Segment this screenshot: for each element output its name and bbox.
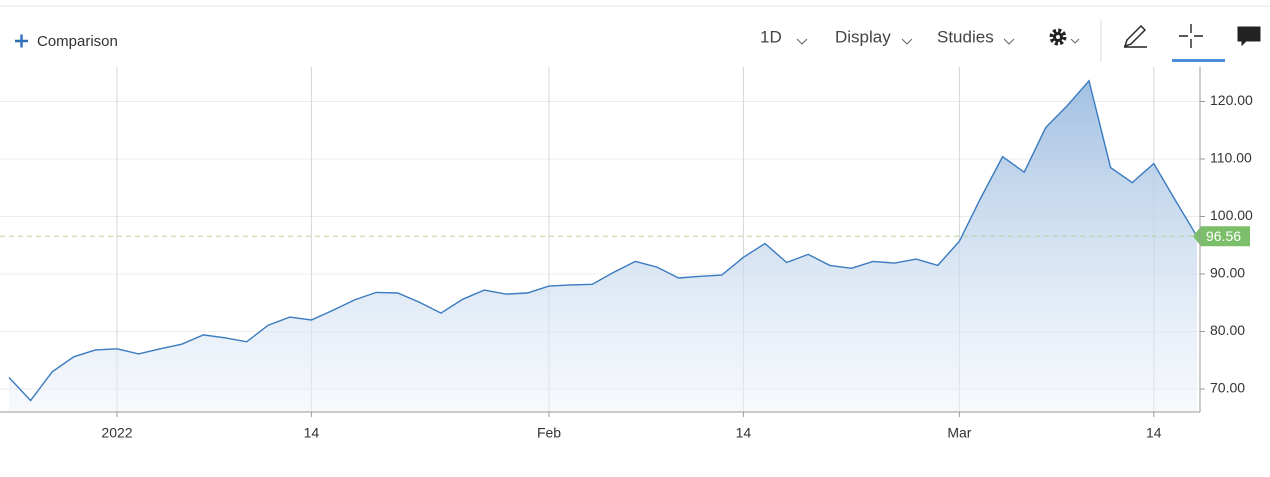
crosshair-button[interactable]: [1179, 24, 1203, 48]
y-tick-label: 70.00: [1210, 380, 1245, 396]
price-line: [8, 79, 1198, 402]
interval-label: 1D: [760, 27, 782, 46]
interval-button[interactable]: 1D: [760, 27, 808, 46]
y-tick-label: 90.00: [1210, 265, 1245, 281]
area: [9, 80, 1197, 413]
draw-button[interactable]: [1123, 25, 1147, 48]
x-tick-label: 2022: [101, 425, 132, 441]
chevron: [901, 38, 913, 45]
comparison-button[interactable]: Comparison: [15, 33, 118, 50]
studies-button[interactable]: Studies: [937, 27, 1015, 46]
y-tick-label: 110.00: [1210, 150, 1252, 166]
y-tick-label: 100.00: [1210, 207, 1253, 223]
last-price-tag: [1193, 226, 1250, 247]
settings-button[interactable]: [1049, 28, 1080, 46]
y-tick-label: 80.00: [1210, 322, 1245, 338]
chevron: [1003, 38, 1015, 45]
plot-area: 70.00 80.00 90.00 100.00 110.00 120.00 2022 14 F…: [0, 67, 1253, 441]
comparison-label: Comparison: [37, 33, 118, 50]
chevron: [796, 38, 808, 45]
y-tick-label: 120.00: [1210, 92, 1253, 108]
x-tick-label: Mar: [947, 425, 971, 441]
x-tick-label: Feb: [537, 425, 561, 441]
gear-teeth: [1049, 28, 1067, 46]
x-tick-label: 14: [1146, 425, 1162, 441]
comment-button[interactable]: [1237, 26, 1261, 47]
chevron: [1070, 38, 1080, 44]
plus-icon: [15, 34, 28, 48]
gear-hole: [1056, 35, 1060, 39]
studies-label: Studies: [937, 27, 994, 46]
x-tick-label: 14: [304, 425, 320, 441]
display-label: Display: [835, 27, 891, 46]
x-tick-label: 14: [736, 425, 752, 441]
active-indicator: [1172, 59, 1225, 62]
display-button[interactable]: Display: [835, 27, 913, 46]
last-price-label: 96.56: [1206, 228, 1241, 244]
